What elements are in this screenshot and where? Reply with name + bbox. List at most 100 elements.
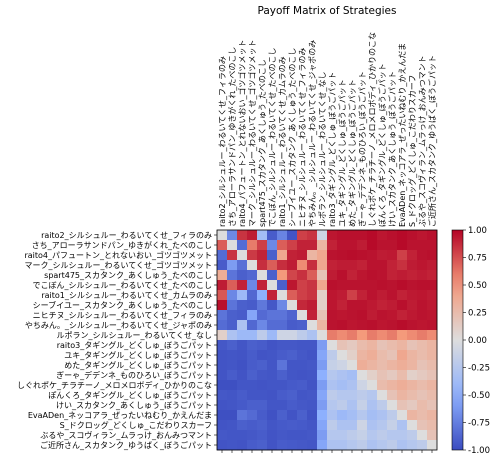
heatmap-cell bbox=[397, 410, 408, 421]
heatmap-cell bbox=[227, 370, 238, 381]
heatmap-cell bbox=[417, 350, 428, 361]
heatmap-cell bbox=[237, 280, 248, 291]
heatmap-cell bbox=[397, 350, 408, 361]
x-tick-label: でこぼん_シルシュルー_わるいてくせ_たべのこし bbox=[268, 47, 277, 227]
heatmap-cells bbox=[217, 230, 438, 451]
heatmap-cell bbox=[257, 290, 268, 301]
heatmap-cell bbox=[347, 440, 358, 451]
heatmap-cell bbox=[277, 430, 288, 441]
heatmap-cell bbox=[297, 270, 308, 281]
heatmap-cell bbox=[267, 260, 278, 271]
heatmap-cell bbox=[277, 380, 288, 391]
heatmap-cell bbox=[347, 420, 358, 431]
heatmap-cell bbox=[337, 380, 348, 391]
heatmap-cell bbox=[357, 420, 368, 431]
heatmap-cell bbox=[407, 300, 418, 311]
heatmap-cell bbox=[327, 290, 338, 301]
heatmap-cell bbox=[257, 340, 268, 351]
heatmap-cell bbox=[297, 430, 308, 441]
heatmap-cell bbox=[407, 250, 418, 261]
heatmap-cell bbox=[377, 400, 388, 411]
heatmap-cell bbox=[317, 300, 328, 311]
heatmap-cell bbox=[397, 400, 408, 411]
heatmap-cell bbox=[237, 320, 248, 331]
x-tick-label: めた_タギングル_どくしゅ_ぼうごパット bbox=[347, 79, 357, 227]
heatmap-cell bbox=[407, 410, 418, 421]
heatmap-cell bbox=[397, 310, 408, 321]
heatmap-cell bbox=[337, 310, 348, 321]
heatmap-cell bbox=[367, 340, 378, 351]
heatmap-cell bbox=[397, 280, 408, 291]
heatmap-cell bbox=[227, 400, 238, 411]
heatmap-cell bbox=[287, 410, 298, 421]
heatmap-cell bbox=[357, 430, 368, 441]
heatmap-cell bbox=[297, 330, 308, 341]
heatmap-cell bbox=[287, 350, 298, 361]
heatmap-cell bbox=[247, 360, 258, 371]
heatmap-cell bbox=[337, 340, 348, 351]
heatmap-cell bbox=[427, 380, 438, 391]
heatmap-cell bbox=[227, 310, 238, 321]
heatmap-cell bbox=[287, 250, 298, 261]
heatmap-cell bbox=[287, 440, 298, 451]
heatmap-cell bbox=[387, 430, 398, 441]
heatmap-cell bbox=[357, 240, 368, 251]
colorbar-tick-label: -0.25 bbox=[468, 364, 490, 374]
heatmap-cell bbox=[337, 370, 348, 381]
heatmap-cell bbox=[317, 290, 328, 301]
x-tick-label: spart475_スカタンク_あくしゅう_たべのこし bbox=[258, 59, 267, 227]
heatmap-cell bbox=[377, 440, 388, 451]
heatmap-cell bbox=[247, 240, 258, 251]
heatmap-cell bbox=[317, 410, 328, 421]
y-tick-label: raito3_タギングル_どくしゅ_ぼうごパット bbox=[57, 340, 212, 350]
heatmap-cell bbox=[307, 320, 318, 331]
colorbar-tick-label: 0.25 bbox=[468, 309, 487, 319]
heatmap-cell bbox=[327, 300, 338, 311]
heatmap-cell bbox=[297, 350, 308, 361]
heatmap-cell bbox=[287, 310, 298, 321]
heatmap-cell bbox=[337, 440, 348, 451]
chart-title: Payoff Matrix of Strategies bbox=[258, 5, 397, 17]
heatmap-cell bbox=[267, 300, 278, 311]
heatmap-cell bbox=[397, 390, 408, 401]
heatmap-cell bbox=[427, 300, 438, 311]
heatmap-cell bbox=[367, 390, 378, 401]
heatmap-cell bbox=[337, 290, 348, 301]
colorbar-tick-label: 0.50 bbox=[468, 281, 487, 291]
y-tick-label: シーブイユー_スカタンク_あくしゅう_たべのこし bbox=[33, 300, 212, 310]
heatmap-cell bbox=[367, 270, 378, 281]
x-tick-label: シーブイユー_スカタンク_あくしゅう_たべのこし bbox=[287, 48, 297, 227]
heatmap-cell bbox=[247, 320, 258, 331]
heatmap-cell bbox=[327, 430, 338, 441]
heatmap-cell bbox=[417, 330, 428, 341]
heatmap-cell bbox=[297, 340, 308, 351]
heatmap-cell bbox=[277, 420, 288, 431]
colorbar-tick-labels: 1.00 0.75 0.50 0.25 0.00 -0.25 -0.50 -0.75 -1.00 bbox=[463, 226, 490, 456]
heatmap-cell bbox=[347, 260, 358, 271]
heatmap-cell bbox=[387, 350, 398, 361]
heatmap-cell bbox=[297, 390, 308, 401]
colorbar-tick-label: -0.50 bbox=[468, 391, 490, 401]
heatmap-cell bbox=[227, 360, 238, 371]
heatmap-cell bbox=[337, 260, 348, 271]
heatmap-cell bbox=[217, 260, 228, 271]
heatmap-cell bbox=[387, 390, 398, 401]
heatmap-cell bbox=[247, 290, 258, 301]
heatmap-cell bbox=[267, 290, 278, 301]
heatmap-cell bbox=[407, 430, 418, 441]
heatmap-cell bbox=[357, 230, 368, 241]
heatmap-cell bbox=[217, 410, 228, 421]
heatmap-cell bbox=[387, 300, 398, 311]
heatmap-cell bbox=[287, 400, 298, 411]
heatmap-cell bbox=[337, 300, 348, 311]
heatmap-cell bbox=[267, 380, 278, 391]
heatmap-cell bbox=[287, 270, 298, 281]
heatmap-cell bbox=[247, 340, 258, 351]
heatmap-cell bbox=[387, 360, 398, 371]
heatmap-cell bbox=[327, 280, 338, 291]
heatmap-cell bbox=[247, 300, 258, 311]
heatmap-cell bbox=[357, 280, 368, 291]
heatmap-cell bbox=[357, 360, 368, 371]
heatmap-cell bbox=[357, 290, 368, 301]
heatmap-cell bbox=[357, 350, 368, 361]
